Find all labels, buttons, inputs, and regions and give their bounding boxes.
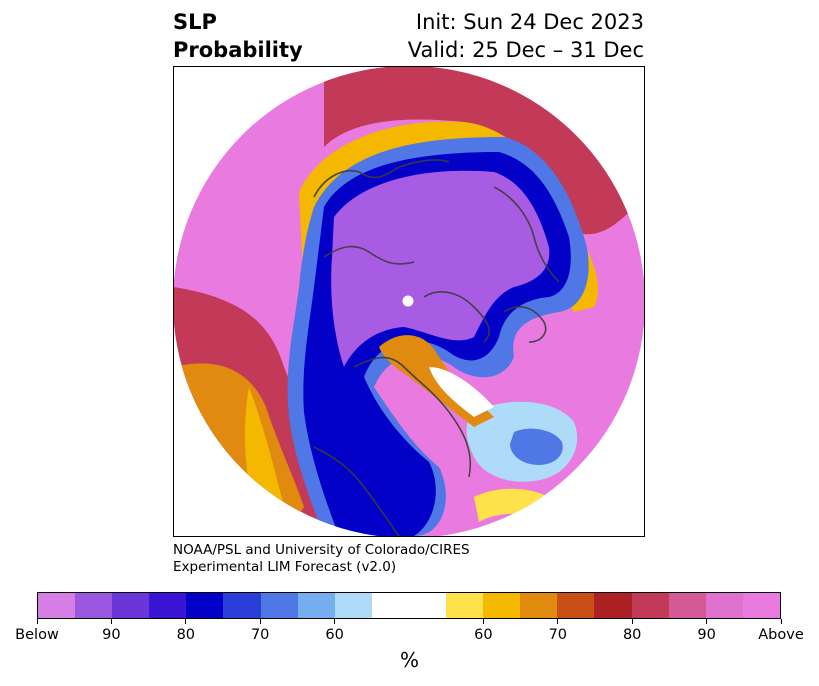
colorbar-tick xyxy=(706,619,708,624)
pacific-blue-core xyxy=(510,428,563,465)
colorbar-tick-label: 90 xyxy=(102,627,121,643)
probability-map xyxy=(173,66,645,537)
colorbar-tick-label: 80 xyxy=(622,627,642,643)
colorbar-segment xyxy=(742,593,780,618)
colorbar-tick-label: Above xyxy=(758,627,804,643)
colorbar-ticks: Below 90 80 70 60 60 70 80 90 Above xyxy=(15,619,804,649)
colorbar-tick-label: 70 xyxy=(548,627,568,643)
init-date: Init: Sun 24 Dec 2023 xyxy=(415,10,644,34)
colorbar-segment xyxy=(371,593,409,618)
variable-title: SLP xyxy=(173,10,217,34)
colorbar-segment xyxy=(705,593,743,618)
colorbar-segment xyxy=(186,593,224,618)
colorbar-unit: % xyxy=(399,648,419,672)
colorbar-segment xyxy=(149,593,187,618)
figure-title-right: Init: Sun 24 Dec 2023 Valid: 25 Dec – 31… xyxy=(408,8,644,64)
colorbar-tick xyxy=(482,619,484,624)
colorbar-segment xyxy=(334,593,372,618)
colorbar-tick-label: 90 xyxy=(697,627,716,643)
colorbar-segment xyxy=(223,593,261,618)
colorbar-segment xyxy=(594,593,632,618)
attribution: NOAA/PSL and University of Colorado/CIRE… xyxy=(173,542,470,576)
colorbar-tick-label: 60 xyxy=(325,627,344,643)
colorbar-tick xyxy=(259,619,261,624)
pole-marker xyxy=(402,295,414,307)
colorbar-segment xyxy=(520,593,558,618)
colorbar-segment xyxy=(483,593,521,618)
colorbar-segment xyxy=(260,593,298,618)
atlantic-yellow-band xyxy=(244,387,284,507)
credit-line-1: NOAA/PSL and University of Colorado/CIRE… xyxy=(173,542,470,558)
credit-line-2: Experimental LIM Forecast (v2.0) xyxy=(173,559,397,575)
colorbar-tick-label: 60 xyxy=(474,627,493,643)
colorbar-tick-label: Below xyxy=(15,627,59,643)
colorbar-tick xyxy=(631,619,633,624)
valid-range: Valid: 25 Dec – 31 Dec xyxy=(407,38,644,62)
colorbar-tick xyxy=(780,619,782,624)
below-normal-center xyxy=(331,170,550,367)
figure-title-left: SLP Probability xyxy=(173,8,303,64)
colorbar-tick xyxy=(36,619,38,624)
colorbar-tick xyxy=(334,619,336,624)
colorbar-tick xyxy=(185,619,187,624)
colorbar-segment xyxy=(297,593,335,618)
colorbar-tick xyxy=(110,619,112,624)
coastlines xyxy=(313,159,560,536)
colorbar-segment xyxy=(446,593,484,618)
pacific-white-gap xyxy=(429,367,494,417)
product-title: Probability xyxy=(173,38,303,62)
colorbar-tick xyxy=(557,619,559,624)
colorbar-segment xyxy=(631,593,669,618)
colorbar-segment xyxy=(668,593,706,618)
colorbar-tick-label: 80 xyxy=(176,627,196,643)
colorbar-segment xyxy=(75,593,113,618)
colorbar-segment xyxy=(408,593,447,618)
colorbar xyxy=(37,592,781,619)
colorbar-tick-label: 70 xyxy=(250,627,270,643)
colorbar-segment xyxy=(38,593,76,618)
gulf-yellow xyxy=(474,488,549,522)
colorbar-segment xyxy=(557,593,595,618)
colorbar-segment xyxy=(112,593,150,618)
